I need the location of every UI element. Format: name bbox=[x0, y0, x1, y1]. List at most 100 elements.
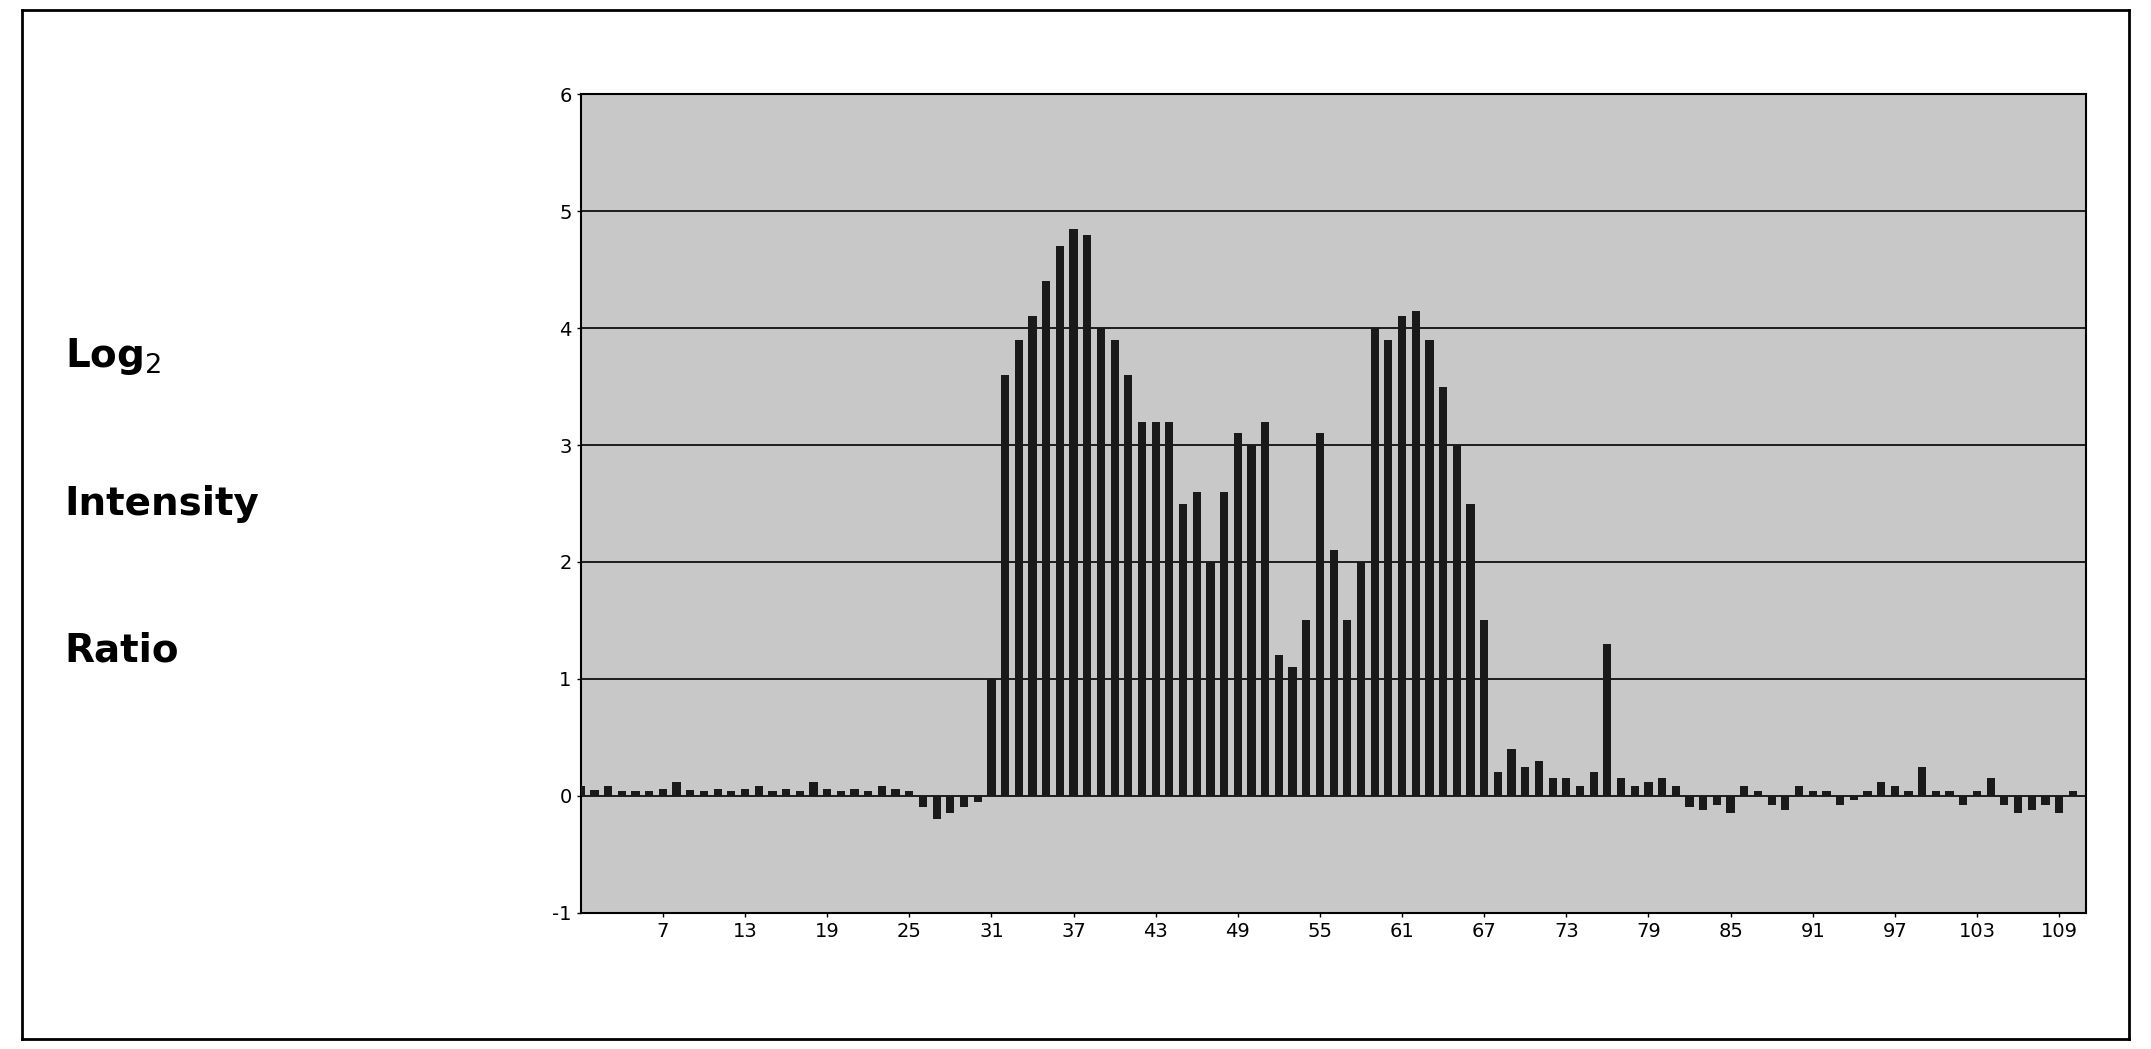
Bar bbox=[2069, 791, 2078, 796]
Bar bbox=[699, 791, 708, 796]
Bar bbox=[1618, 778, 1626, 796]
Bar bbox=[1398, 317, 1407, 796]
Bar bbox=[658, 789, 667, 796]
Bar bbox=[1316, 433, 1325, 796]
Bar bbox=[850, 789, 858, 796]
Bar bbox=[714, 789, 723, 796]
Bar bbox=[878, 787, 886, 796]
Bar bbox=[1727, 796, 1734, 813]
Bar bbox=[1945, 791, 1953, 796]
Bar bbox=[1740, 787, 1749, 796]
Bar bbox=[1837, 796, 1843, 805]
Bar bbox=[837, 791, 845, 796]
Bar bbox=[727, 791, 736, 796]
Bar bbox=[686, 790, 695, 796]
Bar bbox=[1000, 374, 1009, 796]
Bar bbox=[1151, 422, 1159, 796]
Bar bbox=[1301, 620, 1310, 796]
Bar bbox=[1125, 374, 1131, 796]
Bar bbox=[1342, 620, 1351, 796]
Bar bbox=[1809, 791, 1818, 796]
Bar bbox=[1988, 778, 1994, 796]
Bar bbox=[1850, 796, 1858, 800]
Bar bbox=[959, 796, 968, 808]
Bar bbox=[1960, 796, 1968, 805]
Bar bbox=[1972, 791, 1981, 796]
Bar bbox=[1686, 796, 1693, 808]
Bar bbox=[617, 791, 626, 796]
Bar bbox=[1235, 433, 1241, 796]
Bar bbox=[1439, 387, 1448, 796]
Bar bbox=[2041, 796, 2050, 805]
Bar bbox=[1891, 787, 1899, 796]
Bar bbox=[987, 679, 996, 796]
Bar bbox=[1671, 787, 1680, 796]
Bar bbox=[796, 791, 804, 796]
Bar bbox=[632, 791, 639, 796]
Bar bbox=[918, 796, 927, 808]
Bar bbox=[1192, 492, 1200, 796]
Bar bbox=[1904, 791, 1912, 796]
Bar bbox=[1699, 796, 1708, 810]
Bar bbox=[1329, 551, 1338, 796]
Bar bbox=[974, 796, 981, 801]
Bar bbox=[1248, 445, 1256, 796]
Bar bbox=[1097, 328, 1106, 796]
Bar bbox=[589, 790, 598, 796]
Bar bbox=[1712, 796, 1721, 805]
Bar bbox=[2054, 796, 2063, 813]
Bar bbox=[1207, 562, 1215, 796]
Bar bbox=[1179, 504, 1187, 796]
Bar bbox=[1493, 772, 1501, 796]
Bar bbox=[1452, 445, 1461, 796]
Bar bbox=[1781, 796, 1790, 810]
Bar bbox=[1357, 562, 1366, 796]
Bar bbox=[1932, 791, 1940, 796]
Bar bbox=[1467, 504, 1476, 796]
Bar bbox=[1288, 667, 1297, 796]
Bar bbox=[934, 796, 940, 819]
Bar bbox=[1577, 787, 1583, 796]
Bar bbox=[1028, 317, 1037, 796]
Bar bbox=[1015, 340, 1024, 796]
Bar bbox=[783, 789, 789, 796]
Bar bbox=[755, 787, 764, 796]
Bar bbox=[865, 791, 873, 796]
Bar bbox=[946, 796, 955, 813]
Bar bbox=[1919, 767, 1927, 796]
Text: Log$_2$: Log$_2$ bbox=[65, 336, 161, 378]
Bar bbox=[1536, 761, 1542, 796]
Bar bbox=[1069, 229, 1078, 796]
Bar bbox=[1562, 778, 1570, 796]
Bar bbox=[576, 787, 585, 796]
Bar bbox=[1521, 767, 1529, 796]
Bar bbox=[1822, 791, 1831, 796]
Bar bbox=[1084, 235, 1091, 796]
Bar bbox=[1385, 340, 1392, 796]
Bar bbox=[1602, 644, 1611, 796]
Bar bbox=[824, 789, 830, 796]
Bar bbox=[891, 789, 899, 796]
Bar bbox=[1041, 281, 1050, 796]
Bar bbox=[1370, 328, 1379, 796]
Bar bbox=[2028, 796, 2035, 810]
Bar bbox=[2013, 796, 2022, 813]
Bar bbox=[1411, 311, 1420, 796]
Bar bbox=[906, 791, 914, 796]
Bar bbox=[1658, 778, 1667, 796]
Bar bbox=[1768, 796, 1777, 805]
Bar bbox=[1260, 422, 1269, 796]
Bar bbox=[1753, 791, 1762, 796]
Bar bbox=[1056, 247, 1065, 796]
Bar bbox=[1220, 492, 1228, 796]
Bar bbox=[1878, 782, 1884, 796]
Bar bbox=[604, 787, 613, 796]
Bar bbox=[1138, 422, 1146, 796]
Bar bbox=[673, 782, 680, 796]
Bar bbox=[740, 789, 749, 796]
Bar bbox=[809, 782, 817, 796]
Bar bbox=[1426, 340, 1433, 796]
Bar bbox=[1110, 340, 1119, 796]
Bar bbox=[1863, 791, 1871, 796]
Bar bbox=[1630, 787, 1639, 796]
